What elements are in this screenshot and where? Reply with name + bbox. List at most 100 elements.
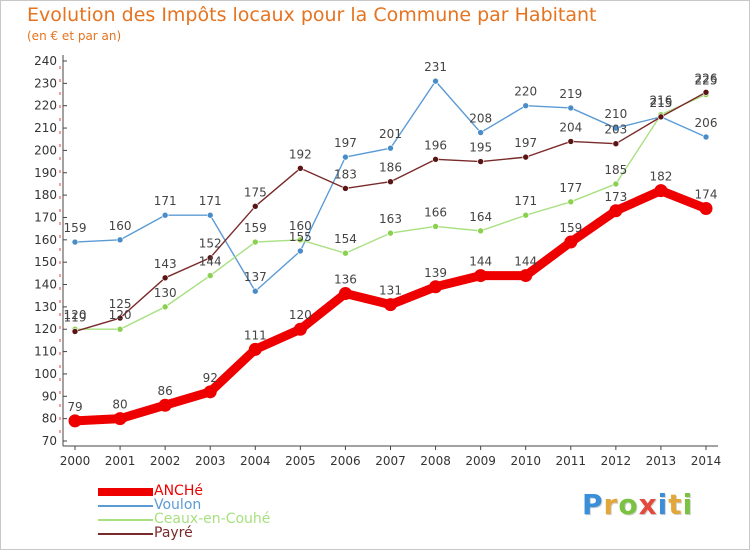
data-label: 173 <box>604 190 627 204</box>
logo-letter: P <box>582 488 604 521</box>
x-tick-label: 2013 <box>646 454 677 468</box>
y-tick-label: 220 <box>34 99 57 113</box>
data-label: 186 <box>379 161 402 175</box>
data-label: 177 <box>559 181 582 195</box>
data-point <box>432 156 439 163</box>
data-point <box>699 202 713 216</box>
data-point <box>384 298 397 312</box>
x-tick-label: 2009 <box>465 454 496 468</box>
data-point <box>564 235 578 249</box>
data-label: 139 <box>424 266 447 280</box>
data-label: 219 <box>559 87 582 101</box>
data-label: 174 <box>695 188 718 202</box>
data-point <box>432 77 439 85</box>
x-tick-label: 2008 <box>420 454 451 468</box>
data-label: 137 <box>244 270 267 284</box>
legend-swatch <box>98 505 153 507</box>
data-label: 119 <box>64 310 87 324</box>
data-label: 225 <box>695 74 718 88</box>
data-label: 80 <box>112 398 127 412</box>
data-point <box>654 184 668 198</box>
y-tick-label: 130 <box>34 300 57 314</box>
data-label: 216 <box>649 94 672 108</box>
x-tick-label: 2003 <box>195 454 226 468</box>
x-tick-label: 2011 <box>556 454 587 468</box>
data-point <box>387 178 394 186</box>
data-point <box>251 238 259 246</box>
data-point <box>657 113 665 121</box>
data-label: 120 <box>289 308 312 322</box>
legend-swatch <box>98 533 153 535</box>
data-label: 197 <box>514 136 537 150</box>
data-point <box>519 269 533 283</box>
x-tick-label: 2004 <box>240 454 271 468</box>
data-label: 159 <box>64 221 87 235</box>
data-point <box>161 303 169 311</box>
data-point <box>342 153 349 161</box>
y-tick-label: 190 <box>34 166 57 180</box>
data-point <box>297 247 304 255</box>
data-label: 160 <box>109 219 132 233</box>
y-tick-label: 120 <box>34 322 57 336</box>
data-label: 175 <box>244 185 267 199</box>
data-label: 144 <box>514 255 537 269</box>
data-label: 143 <box>154 257 177 271</box>
data-point <box>116 314 124 322</box>
y-tick-label: 160 <box>34 233 57 247</box>
data-label: 208 <box>469 112 492 126</box>
legend-label: Ceaux-en-Couhé <box>154 511 271 527</box>
data-point <box>702 133 710 141</box>
data-label: 231 <box>424 60 447 74</box>
data-label: 92 <box>203 371 218 385</box>
data-point <box>158 398 172 412</box>
data-label: 183 <box>334 167 357 181</box>
y-tick-label: 110 <box>34 345 57 359</box>
y-tick-label: 180 <box>34 188 57 202</box>
data-point <box>477 129 484 136</box>
data-label: 210 <box>604 107 627 121</box>
legend-label: ANCHé <box>154 483 203 499</box>
data-point <box>522 102 530 110</box>
logo-letter: r <box>603 488 619 521</box>
data-point <box>429 280 443 294</box>
data-label: 203 <box>604 123 627 137</box>
proxiti-logo: Proxiti <box>582 488 693 521</box>
x-tick-label: 2012 <box>601 454 632 468</box>
data-point <box>612 124 620 132</box>
data-label: 206 <box>695 116 718 130</box>
data-point <box>71 238 79 246</box>
x-tick-label: 2007 <box>375 454 406 468</box>
data-point <box>206 211 214 219</box>
y-tick-label: 70 <box>42 434 57 448</box>
y-tick-label: 240 <box>34 54 57 68</box>
data-point <box>251 202 259 210</box>
data-point <box>567 104 575 112</box>
data-label: 204 <box>559 120 582 134</box>
data-label: 196 <box>424 138 447 152</box>
data-label: 220 <box>514 85 537 99</box>
y-tick-label: 230 <box>34 76 57 90</box>
x-tick-label: 2001 <box>105 454 136 468</box>
data-label: 163 <box>379 212 402 226</box>
logo-letter: t <box>668 488 683 521</box>
data-point <box>116 236 124 244</box>
data-label: 192 <box>289 147 312 161</box>
data-label: 120 <box>109 308 132 322</box>
data-point <box>567 138 575 145</box>
legend-swatch <box>98 488 153 496</box>
data-label: 226 <box>695 71 718 85</box>
data-label: 215 <box>649 96 672 110</box>
x-tick-label: 2000 <box>60 454 91 468</box>
data-label: 155 <box>289 230 312 244</box>
legend-swatch <box>98 519 153 521</box>
data-point <box>297 164 304 172</box>
data-label: 164 <box>469 210 492 224</box>
x-tick-label: 2010 <box>510 454 541 468</box>
data-point <box>68 414 82 428</box>
data-point <box>251 287 259 295</box>
data-label: 171 <box>154 194 177 208</box>
data-point <box>161 274 169 282</box>
data-point <box>342 185 349 192</box>
chart-title: Evolution des Impôts locaux pour la Comm… <box>27 4 597 26</box>
